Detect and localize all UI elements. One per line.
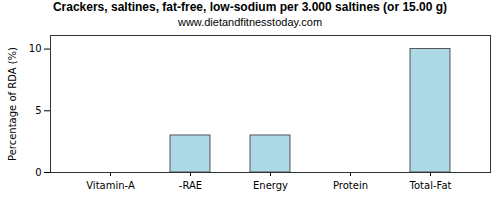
html-text:www.dietandfitnesstoday.com: www.dietandfitnesstoday.com xyxy=(178,16,322,28)
svg-text:0: 0 xyxy=(35,167,41,178)
svg-text:Percentage of RDA (%): Percentage of RDA (%) xyxy=(7,47,18,161)
svg-text:Total-Fat: Total-Fat xyxy=(409,180,452,191)
svg-text:Protein: Protein xyxy=(333,180,368,191)
svg-text:Vitamin-A: Vitamin-A xyxy=(86,180,135,191)
svg-text:5: 5 xyxy=(35,105,41,116)
html-text:Crackers, saltines, fat-free,: Crackers, saltines, fat-free, low-sodium… xyxy=(52,0,448,14)
svg-text:10: 10 xyxy=(29,43,42,54)
svg-text:-RAE: -RAE xyxy=(179,180,202,191)
svg-text:Energy: Energy xyxy=(253,180,288,191)
